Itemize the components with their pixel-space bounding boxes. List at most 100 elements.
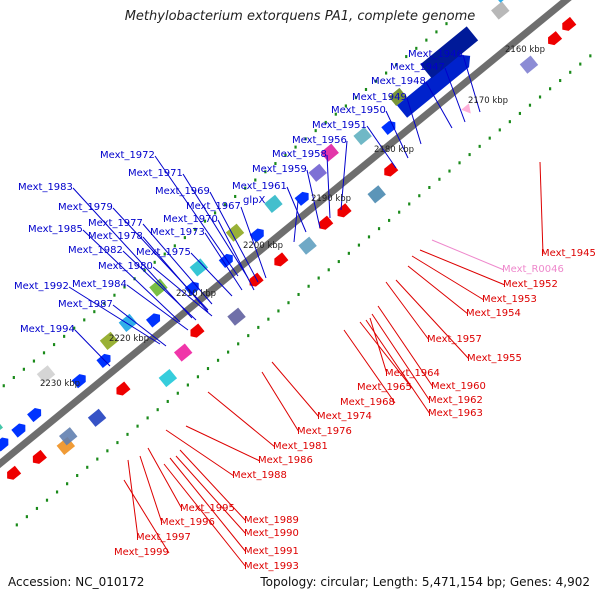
minus-gene-leader-line — [147, 447, 183, 510]
tick-dot — [294, 145, 297, 149]
minus-gene-leader-line — [139, 455, 163, 524]
plus-gene-leader-line — [82, 229, 181, 323]
gene-feature — [562, 16, 577, 31]
plus-gene-leader-line — [406, 97, 422, 145]
plus-gene-label: Mext_1984 — [72, 279, 127, 290]
plus-gene-label: Mext_1947 — [390, 62, 445, 73]
minus-gene-label: Mext_1963 — [428, 408, 483, 419]
gene-box — [0, 418, 4, 437]
gene-feature — [36, 365, 56, 384]
tick-dot — [12, 376, 15, 380]
tick-dot — [183, 236, 186, 240]
plus-gene-label: Mext_1994 — [20, 324, 75, 335]
minus-gene-label: Mext_1955 — [467, 353, 522, 364]
tick-dot — [213, 211, 217, 215]
kbp-label: 2180 kbp — [374, 145, 414, 155]
tick-dot — [445, 22, 448, 26]
gene-feature — [308, 163, 327, 182]
tick-dot — [307, 284, 310, 288]
plus-gene-label: Mext_1956 — [292, 135, 347, 146]
minus-gene-leader-line — [185, 425, 261, 462]
tick-dot — [2, 384, 5, 388]
kbp-label: 2220 kbp — [109, 334, 149, 344]
minus-gene-leader-line — [411, 255, 485, 301]
minus-gene-label: Mext_1989 — [244, 515, 299, 526]
minus-gene-label: Mext_1965 — [357, 382, 412, 393]
minus-gene-leader-line — [407, 265, 469, 315]
gene-feature — [227, 307, 246, 326]
tick-dot — [435, 30, 438, 34]
gene-feature — [7, 465, 22, 480]
minus-gene-label: Mext_1986 — [258, 455, 313, 466]
rna-gene-leader-line — [431, 239, 505, 271]
tick-dot — [143, 269, 146, 273]
kbp-label: 2230 kbp — [40, 379, 80, 389]
tick-dot — [116, 441, 119, 445]
minus-gene-leader-line — [419, 249, 506, 286]
tick-dot — [45, 498, 49, 502]
tick-dot — [337, 260, 340, 264]
plus-gene-label: Mext_1975 — [136, 247, 191, 258]
tick-dot — [408, 202, 411, 206]
tick-dot — [103, 301, 106, 305]
minus-gene-label: Mext_1988 — [232, 470, 287, 481]
minus-gene-arrow — [7, 465, 22, 480]
gene-feature — [294, 191, 309, 206]
tick-dot — [83, 318, 86, 322]
tick-dot — [458, 161, 461, 165]
tick-dot — [156, 408, 159, 412]
tick-dot — [388, 218, 391, 222]
kbp-label: 2160 kbp — [505, 45, 545, 55]
plus-gene-label: Mext_1985 — [28, 224, 83, 235]
minus-gene-leader-line — [179, 449, 247, 522]
tick-dot — [314, 129, 317, 133]
plus-gene-leader-line — [190, 252, 233, 297]
plus-gene-label: Mext_1979 — [58, 202, 113, 213]
minus-gene-leader-line — [343, 329, 396, 404]
minus-gene-leader-line — [385, 281, 430, 341]
minus-gene-leader-line — [271, 361, 320, 418]
gene-feature — [491, 1, 510, 20]
tick-dot — [203, 219, 207, 223]
gene-feature — [519, 55, 539, 74]
tick-dot — [73, 326, 76, 330]
plus-gene-label: Mext_1951 — [312, 120, 367, 131]
tick-dot — [498, 128, 501, 132]
plus-gene-arrow — [96, 353, 111, 368]
gene-box — [118, 313, 138, 332]
tick-dot — [428, 186, 431, 190]
tick-dot — [287, 301, 290, 305]
tick-dot — [227, 350, 230, 354]
minus-gene-leader-line — [165, 429, 235, 477]
minus-gene-label: Mext_1991 — [244, 546, 299, 557]
gene-feature — [264, 194, 283, 213]
plus-gene-leader-line — [152, 266, 213, 317]
tick-dot — [186, 383, 189, 387]
gene-feature — [249, 228, 264, 243]
tick-dot — [264, 170, 267, 174]
gene-box — [59, 427, 78, 446]
tick-dot — [425, 38, 428, 42]
gene-feature — [118, 313, 138, 332]
plus-gene-label: Mext_1980 — [98, 261, 153, 272]
plus-gene-leader-line — [326, 154, 331, 219]
minus-gene-label: Mext_1954 — [466, 308, 521, 319]
plus-gene-label: glpX — [243, 195, 265, 206]
minus-gene-leader-line — [371, 313, 431, 402]
plus-gene-arrow — [71, 374, 86, 389]
plus-gene-label: Mext_1992 — [14, 281, 69, 292]
tick-dot — [216, 358, 220, 362]
minus-gene-label: Mext_1957 — [427, 334, 482, 345]
minus-gene-arrow — [32, 449, 47, 464]
minus-gene-arrow — [116, 381, 131, 396]
plus-gene-leader-line — [240, 206, 267, 279]
gene-box — [149, 278, 168, 297]
minus-gene-label: Mext_1990 — [244, 528, 299, 539]
gene-box — [298, 236, 317, 255]
tick-dot — [579, 62, 582, 66]
tick-dot — [357, 243, 361, 247]
plus-gene-label: Mext_1967 — [186, 201, 241, 212]
gene-box — [99, 331, 119, 350]
